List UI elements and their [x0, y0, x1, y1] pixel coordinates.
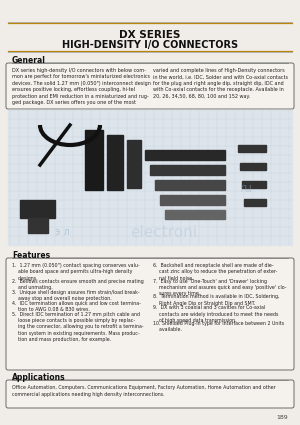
Text: varied and complete lines of High-Density connectors
in the world, i.e. IDC, Sol: varied and complete lines of High-Densit… [153, 68, 288, 99]
Text: 2.  Bellows contacts ensure smooth and precise mating
    and unmating.: 2. Bellows contacts ensure smooth and pr… [12, 279, 144, 290]
Bar [145, 150, 225, 160]
Bar [28, 218, 48, 233]
Text: 6.  Backshell and receptacle shell are made of die-
    cast zinc alloy to reduc: 6. Backshell and receptacle shell are ma… [153, 263, 278, 281]
Text: 8.  Termination method is available in IDC, Soldering,
    Right Angle Dip or St: 8. Termination method is available in ID… [153, 295, 280, 306]
Text: 189: 189 [276, 415, 288, 420]
Bar [160, 195, 225, 205]
Bar [238, 145, 266, 152]
Bar [127, 140, 141, 188]
FancyBboxPatch shape [6, 380, 294, 408]
Bar [240, 163, 266, 170]
FancyBboxPatch shape [6, 258, 294, 370]
Bar [150, 165, 225, 175]
Text: Applications: Applications [12, 373, 66, 382]
Text: 3.  Unique shell design assures firm strain/load break-
    away stop and overal: 3. Unique shell design assures firm stra… [12, 289, 140, 301]
Bar [8, 110, 292, 245]
Bar [107, 135, 123, 190]
Bar [244, 199, 266, 206]
Text: 10. Shielded Plug-in type for interface between 2 Units
    available.: 10. Shielded Plug-in type for interface … [153, 321, 284, 332]
Text: э л: э л [55, 227, 70, 237]
Text: DX series high-density I/O connectors with below com-
mon are perfect for tomorr: DX series high-density I/O connectors wi… [12, 68, 151, 105]
Text: HIGH-DENSITY I/O CONNECTORS: HIGH-DENSITY I/O CONNECTORS [62, 40, 238, 50]
FancyBboxPatch shape [6, 63, 294, 109]
Bar [165, 210, 225, 219]
Text: General: General [12, 56, 46, 65]
Text: electroni: electroni [130, 225, 197, 240]
Text: 7.  Easy to use 'One-Touch' and 'Drawer' locking
    mechanism and assures quick: 7. Easy to use 'One-Touch' and 'Drawer' … [153, 279, 286, 297]
Bar [242, 181, 266, 188]
Text: 4.  IDC termination allows quick and low cost termina-
    tion to AWG 0.08 & B3: 4. IDC termination allows quick and low … [12, 300, 141, 312]
Text: Office Automation, Computers, Communications Equipment, Factory Automation, Home: Office Automation, Computers, Communicat… [12, 385, 276, 397]
Text: DX SERIES: DX SERIES [119, 30, 181, 40]
Bar [20, 200, 55, 218]
Text: 1.  1.27 mm (0.050") contact spacing conserves valu-
    able board space and pe: 1. 1.27 mm (0.050") contact spacing cons… [12, 263, 140, 281]
Text: 9.  DX with 3 coaxial and 3 cavities for Co-axial
    contacts are widely introd: 9. DX with 3 coaxial and 3 cavities for … [153, 305, 278, 323]
Bar [85, 130, 103, 190]
Text: ru: ru [240, 182, 253, 195]
Text: 5.  Direct IDC termination of 1.27 mm pitch cable and
    loose piece contacts i: 5. Direct IDC termination of 1.27 mm pit… [12, 312, 144, 342]
Text: Features: Features [12, 251, 50, 260]
Bar [155, 180, 225, 190]
